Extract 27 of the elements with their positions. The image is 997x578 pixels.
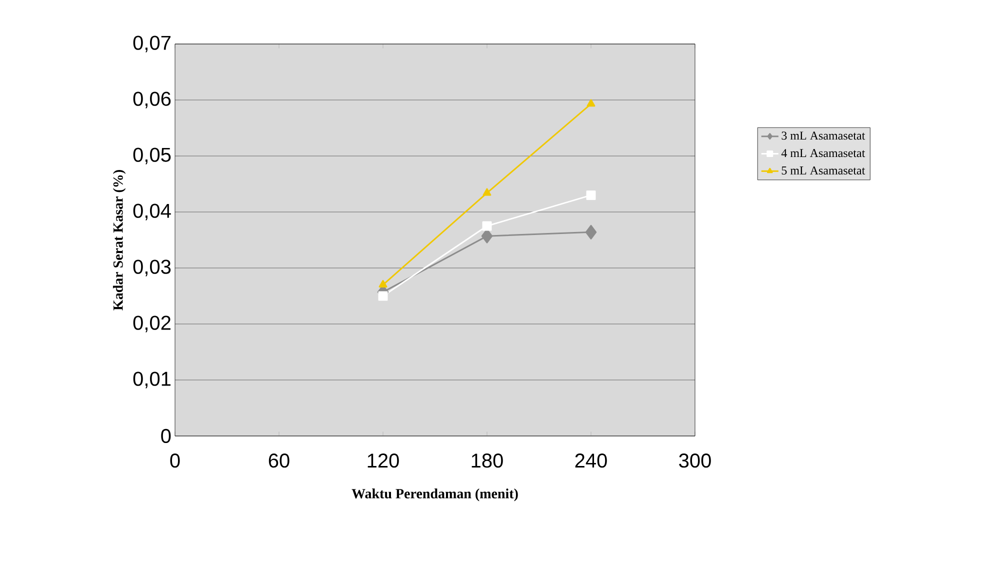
legend-label: 3 mL Asamasetat: [782, 132, 866, 140]
y-tick-label: 0,04: [133, 204, 171, 220]
x-tick-label: 300: [679, 454, 711, 468]
point: [482, 188, 492, 196]
y-tick-label: 0,01: [133, 372, 170, 388]
x-tick-label: 240: [575, 454, 607, 468]
y-axis-title: Kadar Serat Kasar (%): [112, 170, 126, 310]
point: [378, 280, 388, 288]
point: [378, 291, 388, 301]
point: [586, 99, 596, 107]
x-tick-label: 120: [368, 454, 399, 468]
point: [586, 190, 596, 200]
point: [585, 224, 597, 240]
y-tick-label: 0,05: [133, 148, 171, 164]
y-tick-label: 0,03: [133, 260, 171, 276]
x-axis-title: Waktu Perendaman (menit): [352, 488, 518, 502]
x-tick-label: 0: [170, 454, 180, 468]
y-tick-label: 0,02: [133, 316, 170, 332]
legend-label: 4 mL Asamasetat: [781, 149, 866, 158]
point: [481, 228, 493, 244]
y-tick-label: 0: [161, 428, 171, 444]
x-tick-label: 180: [472, 454, 503, 468]
y-tick-label: 0,07: [133, 36, 170, 52]
point: [482, 221, 492, 231]
legend-label: 5 mL Asamasetat: [782, 166, 866, 175]
y-tick-label: 0,06: [133, 92, 171, 108]
x-tick-label: 60: [268, 454, 290, 468]
